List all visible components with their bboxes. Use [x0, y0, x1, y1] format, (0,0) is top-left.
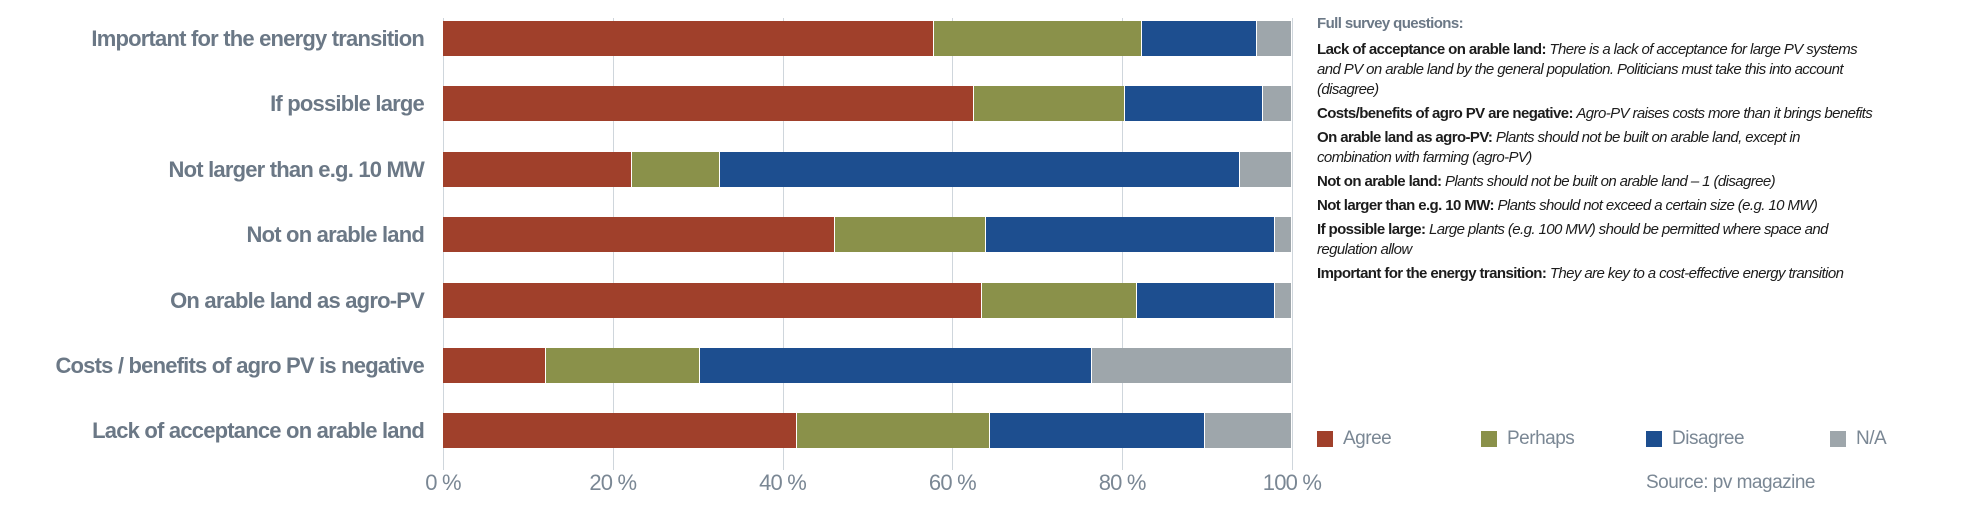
survey-questions-panel: Full survey questions: Lack of acceptanc… — [1317, 14, 1877, 288]
legend-label: N/A — [1856, 428, 1887, 449]
bar-segment-agree — [443, 217, 836, 253]
legend-item: Agree — [1317, 428, 1392, 450]
x-tick-label: 100 % — [1262, 470, 1322, 495]
bar-segment-disagree — [989, 413, 1205, 449]
bar-segment-na — [1263, 86, 1292, 122]
gridline — [1292, 18, 1293, 470]
question-term: Lack of acceptance on arable land: — [1317, 41, 1550, 58]
bar-segment-disagree — [1137, 282, 1275, 318]
question-text: Plants should not be built on arable lan… — [1317, 129, 1800, 166]
bar-segment-agree — [443, 86, 975, 122]
bar-segment-perhaps — [974, 86, 1125, 122]
survey-question: Lack of acceptance on arable land: There… — [1317, 40, 1877, 100]
category-label: Lack of acceptance on arable land — [92, 418, 425, 444]
category-label: On arable land as agro-PV — [170, 287, 425, 313]
bar-segment-na — [1091, 348, 1292, 383]
category-label: Costs / benefits of agro PV is negative — [55, 353, 424, 378]
bar-segment-perhaps — [835, 217, 986, 253]
legend-swatch — [1481, 431, 1497, 447]
question-text: Plants should not be built on arable lan… — [1445, 173, 1776, 190]
legend-item: Disagree — [1646, 428, 1745, 450]
bar-segment-disagree — [719, 151, 1241, 187]
legend-item: Perhaps — [1481, 428, 1575, 450]
question-text: Plants should not exceed a certain size … — [1497, 197, 1818, 214]
question-text: Large plants (e.g. 100 MW) should be per… — [1317, 221, 1828, 258]
legend-swatch — [1646, 431, 1662, 447]
bar-segment-disagree — [985, 217, 1275, 253]
category-label: Not on arable land — [246, 222, 424, 248]
bar-segment-disagree — [1141, 21, 1258, 56]
x-tick-label: 60 % — [928, 470, 977, 495]
legend-swatch — [1317, 431, 1333, 447]
bar-segment-disagree — [700, 348, 1092, 383]
bar-segment-na — [1275, 282, 1292, 318]
survey-question: If possible large: Large plants (e.g. 10… — [1317, 220, 1877, 260]
category-label: If possible large — [270, 91, 425, 117]
legend-item: N/A — [1830, 428, 1887, 450]
source-note: Source: pv magazine — [1646, 472, 1816, 493]
question-term: If possible large: — [1317, 221, 1429, 238]
question-text: There is a lack of acceptance for large … — [1317, 41, 1858, 98]
legend-label: Disagree — [1672, 428, 1745, 449]
bar-segment-agree — [443, 348, 546, 383]
bar-segment-perhaps — [545, 348, 701, 383]
survey-question: Important for the energy transition: The… — [1317, 264, 1877, 284]
question-term: On arable land as agro-PV: — [1317, 129, 1496, 146]
bar-segment-perhaps — [797, 413, 990, 449]
legend-label: Perhaps — [1507, 428, 1575, 449]
x-tick-label: 20 % — [589, 470, 637, 495]
question-term: Costs/benefits of agro PV are negative: — [1317, 105, 1577, 122]
question-text: They are key to a cost-effective energy … — [1549, 265, 1844, 282]
bar-segment-na — [1257, 21, 1292, 56]
survey-question: Costs/benefits of agro PV are negative: … — [1317, 104, 1877, 124]
survey-question: Not on arable land: Plants should not be… — [1317, 172, 1877, 192]
x-tick-label: 40 % — [759, 470, 807, 495]
legend-label: Agree — [1343, 428, 1392, 449]
category-label: Important for the energy transition — [91, 26, 424, 51]
x-tick-label: 0 % — [425, 470, 461, 495]
bar-segment-na — [1275, 217, 1292, 253]
bar-segment-perhaps — [933, 21, 1142, 56]
x-tick-label: 80 % — [1098, 470, 1147, 495]
bar-segment-agree — [443, 413, 798, 449]
bar-segment-perhaps — [982, 282, 1138, 318]
question-term: Not larger than e.g. 10 MW: — [1317, 197, 1498, 214]
legend-swatch — [1830, 431, 1846, 447]
survey-question: Not larger than e.g. 10 MW: Plants shoul… — [1317, 196, 1877, 216]
bar-segment-disagree — [1124, 86, 1264, 122]
bar-segment-agree — [443, 21, 934, 56]
bar-segment-perhaps — [632, 151, 720, 187]
question-text: Agro-PV raises costs more than it brings… — [1576, 105, 1873, 122]
notes-title: Full survey questions: — [1317, 15, 1464, 32]
question-term: Important for the energy transition: — [1317, 265, 1550, 282]
bar-segment-agree — [443, 151, 633, 187]
question-term: Not on arable land: — [1317, 173, 1446, 190]
bar-segment-agree — [443, 282, 983, 318]
bar-segment-na — [1240, 151, 1292, 187]
survey-question: On arable land as agro-PV: Plants should… — [1317, 128, 1877, 168]
category-label: Not larger than e.g. 10 MW — [168, 156, 425, 182]
bar-segment-na — [1204, 413, 1292, 449]
stacked-bar-chart: 0 % 20 % 40 % 60 % 80 % 100 % — [425, 18, 1322, 495]
